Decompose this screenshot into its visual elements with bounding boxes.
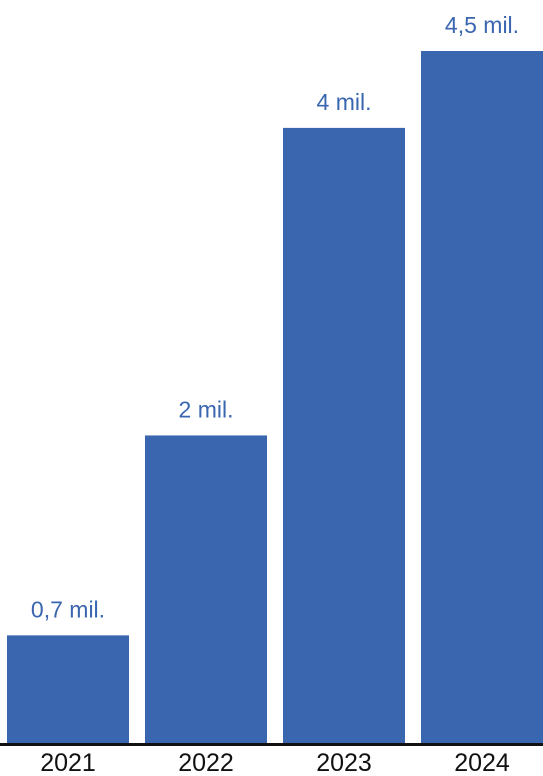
bar-2024 <box>421 51 543 743</box>
bars-group <box>7 51 543 743</box>
x-tick-label-2024: 2024 <box>454 749 510 776</box>
x-tick-label-2023: 2023 <box>316 749 372 776</box>
data-labels-group: 0,7 mil. 2 mil. 4 mil. 4,5 mil. <box>31 12 519 622</box>
data-label-2021: 0,7 mil. <box>31 596 105 622</box>
x-tick-label-2022: 2022 <box>178 749 234 776</box>
bar-2022 <box>145 435 267 743</box>
tick-labels-group: 2021 2022 2023 2024 <box>40 749 510 776</box>
bar-2021 <box>7 635 129 743</box>
x-tick-label-2021: 2021 <box>40 749 96 776</box>
bar-2023 <box>283 127 405 743</box>
data-label-2024: 4,5 mil. <box>445 12 519 38</box>
data-label-2022: 2 mil. <box>179 396 234 422</box>
data-label-2023: 4 mil. <box>317 89 372 115</box>
